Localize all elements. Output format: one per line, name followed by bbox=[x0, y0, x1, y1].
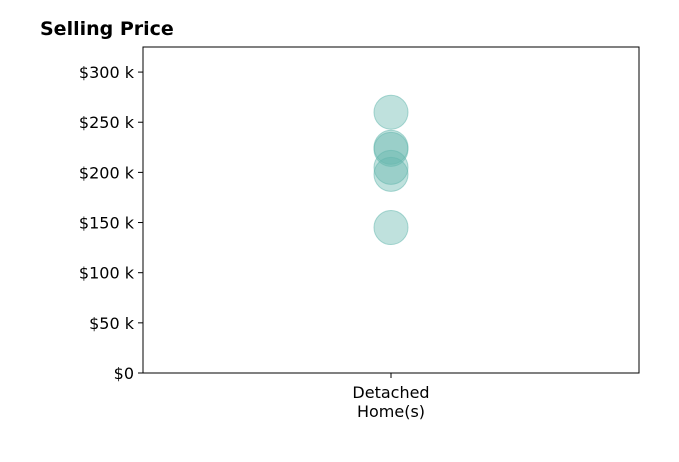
y-tick-label: $200 k bbox=[79, 163, 135, 182]
y-tick-label: $50 k bbox=[89, 314, 135, 333]
data-point bbox=[373, 149, 409, 185]
y-tick-label: $0 bbox=[114, 364, 134, 383]
data-point bbox=[373, 156, 409, 192]
data-point bbox=[373, 131, 409, 167]
data-point bbox=[373, 94, 409, 130]
data-points bbox=[373, 94, 409, 246]
x-axis: Detached Home(s) bbox=[352, 373, 430, 421]
y-tick-label: $250 k bbox=[79, 113, 135, 132]
y-tick-label: $100 k bbox=[79, 264, 135, 283]
y-axis: $0 $50 k $100 k $150 k $200 k $250 k $300 k bbox=[79, 63, 143, 383]
y-tick-label: $150 k bbox=[79, 214, 135, 233]
x-tick-label: Detached Home(s) bbox=[352, 383, 429, 421]
y-tick-label: $300 k bbox=[79, 63, 135, 82]
data-point bbox=[373, 210, 409, 246]
chart-title: Selling Price bbox=[40, 18, 174, 40]
